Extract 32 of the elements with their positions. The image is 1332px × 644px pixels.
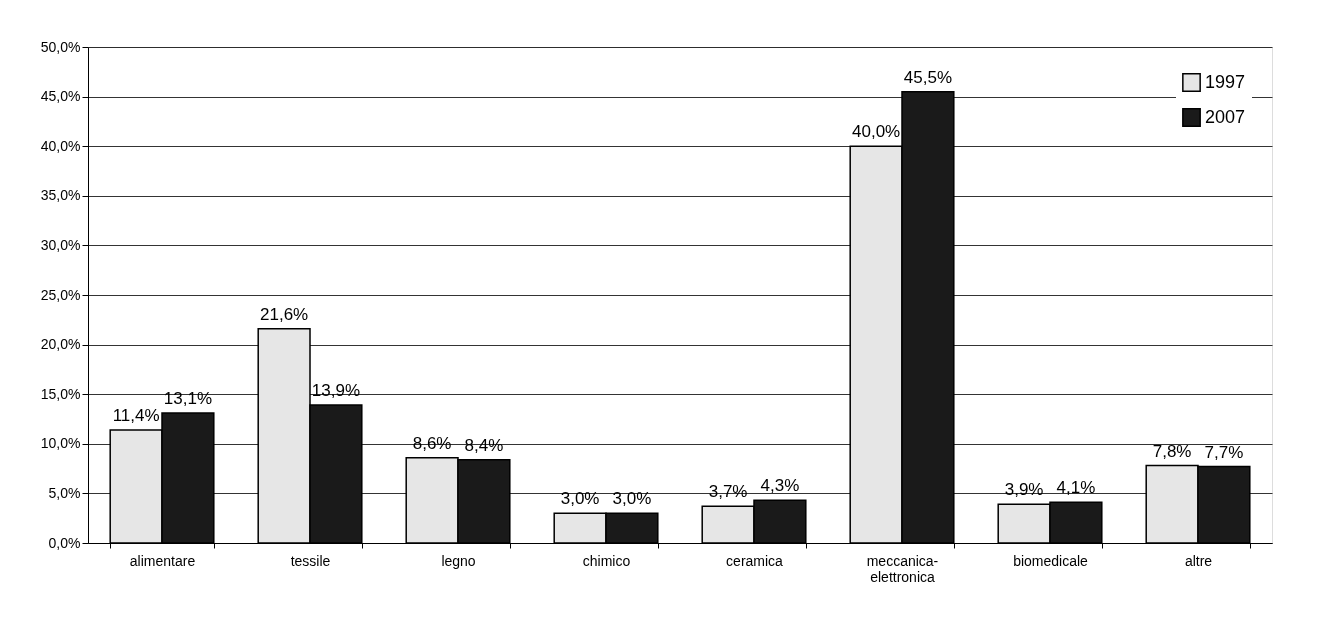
x-tick-label: altre — [1184, 552, 1213, 569]
y-tick-label: 30,0% — [40, 236, 81, 253]
data-label: 4,1% — [1056, 478, 1096, 498]
data-label: 7,8% — [1152, 441, 1192, 461]
y-tick-label: 25,0% — [40, 286, 81, 303]
x-tick-label: legno — [441, 552, 476, 569]
y-tick-label: 35,0% — [40, 187, 81, 204]
data-label: 11,4% — [112, 405, 160, 425]
legend-label: 1997 — [1205, 71, 1246, 92]
legend-label: 2007 — [1205, 106, 1246, 127]
data-label: 21,6% — [260, 304, 309, 324]
x-tick-label: biomedicale — [1013, 552, 1089, 569]
x-tick-label: ceramica — [726, 552, 784, 569]
data-label: 7,7% — [1204, 442, 1244, 462]
data-label: 4,3% — [760, 476, 800, 496]
data-label: 45,5% — [903, 67, 952, 87]
data-label: 3,0% — [560, 489, 600, 509]
y-tick-label: 10,0% — [40, 435, 81, 452]
y-tick-label: 45,0% — [40, 88, 81, 105]
y-tick-label: 5,0% — [48, 484, 81, 501]
x-tick-label: chimico — [582, 552, 631, 569]
x-tick-label: alimentare — [129, 552, 196, 569]
data-label: 13,1% — [163, 389, 212, 409]
data-label: 40,0% — [852, 122, 901, 142]
x-tick-label: meccanica-elettronica — [866, 552, 939, 585]
x-tick-label: tessile — [290, 552, 331, 569]
y-tick-label: 50,0% — [40, 38, 81, 55]
y-tick-label: 40,0% — [40, 137, 81, 154]
data-label: 3,0% — [612, 489, 652, 509]
y-tick-label: 20,0% — [40, 336, 81, 353]
y-tick-label: 0,0% — [48, 534, 81, 551]
y-tick-label: 15,0% — [40, 385, 81, 402]
